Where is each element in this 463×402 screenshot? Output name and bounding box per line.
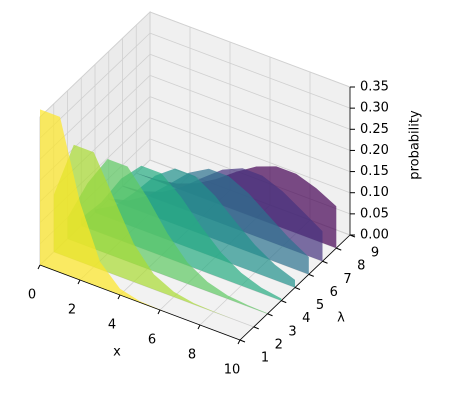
- x-tick-label: 8: [188, 348, 196, 363]
- y-tick: [253, 326, 259, 330]
- y-tick-label: 1: [261, 351, 269, 366]
- z-tick-label: 0.20: [360, 143, 389, 158]
- x-tick: [197, 324, 201, 330]
- z-tick-label: 0.35: [360, 80, 389, 95]
- x-tick-label: 4: [108, 318, 116, 333]
- y-tick: [308, 273, 314, 277]
- y-tick-label: 3: [288, 324, 296, 339]
- y-tick-label: 2: [275, 337, 283, 352]
- axes: 02468101234567890.000.050.100.150.200.25…: [28, 80, 423, 378]
- y-axis-label: λ: [337, 311, 345, 326]
- z-tick-label: 0.10: [360, 185, 389, 200]
- polygons: [40, 109, 337, 341]
- grid-line: [149, 117, 351, 194]
- x-tick: [37, 264, 41, 270]
- x-axis-label: x: [113, 345, 121, 360]
- x-tick: [237, 339, 241, 345]
- axis-line: [239, 234, 351, 341]
- axis-line: [39, 264, 241, 341]
- distribution-polygon: [67, 159, 268, 314]
- grid-line: [149, 96, 351, 172]
- y-tick-label: 6: [330, 285, 338, 300]
- y-tick: [336, 247, 342, 251]
- z-axis-label: probability: [408, 110, 423, 180]
- y-tick: [322, 260, 328, 264]
- y-tick: [281, 300, 287, 304]
- grid-line: [149, 75, 351, 151]
- z-tick-label: 0.05: [360, 206, 389, 221]
- x-tick-label: 10: [224, 363, 241, 378]
- z-tick-label: 0.25: [360, 122, 389, 137]
- z-tick-label: 0.15: [360, 164, 389, 179]
- z-tick-label: 0.00: [360, 228, 389, 243]
- x-tick: [117, 294, 121, 300]
- y-tick-label: 9: [371, 246, 379, 261]
- grid-line: [149, 53, 351, 130]
- y-tick: [294, 287, 301, 290]
- y-tick-label: 8: [357, 259, 365, 274]
- distribution-polygon: [40, 109, 240, 341]
- grid-line: [39, 11, 151, 118]
- x-tick: [157, 309, 161, 315]
- y-tick: [239, 339, 246, 343]
- x-tick-label: 0: [28, 288, 36, 303]
- grid-line: [149, 32, 351, 109]
- grid-line: [149, 11, 351, 88]
- y-tick-label: 7: [343, 272, 351, 287]
- x-tick-label: 6: [148, 333, 156, 348]
- x-tick-label: 2: [68, 303, 76, 318]
- distribution-polygon: [53, 144, 254, 327]
- z-tick-label: 0.30: [360, 101, 389, 116]
- x-tick: [77, 279, 81, 285]
- y-tick-label: 4: [302, 311, 310, 326]
- y-tick-label: 5: [316, 298, 324, 313]
- y-tick: [267, 313, 273, 317]
